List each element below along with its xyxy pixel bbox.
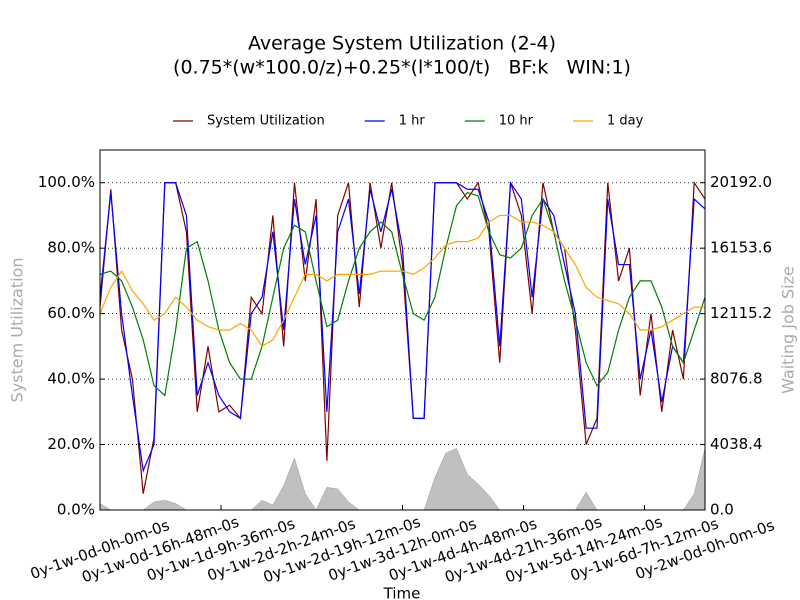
legend-label: 10 hr [499,114,534,129]
y-tick-label: 20.0% [47,435,95,453]
legend-label: System Utilization [207,114,325,129]
plot-frame [99,149,706,511]
y-tick-label: 80.0% [47,239,95,257]
y-axis-label: System Utilization [8,258,27,403]
area [100,448,705,510]
legend-label: 1 day [607,114,644,129]
y2-tick-label: 16153.6 [710,239,772,257]
chart-title: Average System Utilization (2-4) [248,33,556,55]
line [100,191,705,397]
y-tick-label: 40.0% [47,370,95,388]
y-tick-label: 100.0% [38,173,95,191]
y2-axis-label: Waiting Job Size [779,266,798,394]
y2-tick-label: 20192.0 [710,173,772,191]
line [100,180,705,494]
y2-tick-label: 4038.4 [710,435,763,453]
y-tick-label: 60.0% [47,304,95,322]
y-tick-label: 0.0% [57,501,95,519]
y2-tick-label: 12115.2 [710,304,772,322]
chart-subtitle: (0.75*(w*100.0/z)+0.25*(l*100/t) BF:k WI… [173,57,631,79]
x-axis-label: Time [383,585,421,600]
line [100,214,705,348]
legend-label: 1 hr [399,114,426,129]
line [100,180,705,473]
y2-tick-label: 0.0 [710,501,734,519]
y2-tick-label: 8076.8 [710,370,763,388]
